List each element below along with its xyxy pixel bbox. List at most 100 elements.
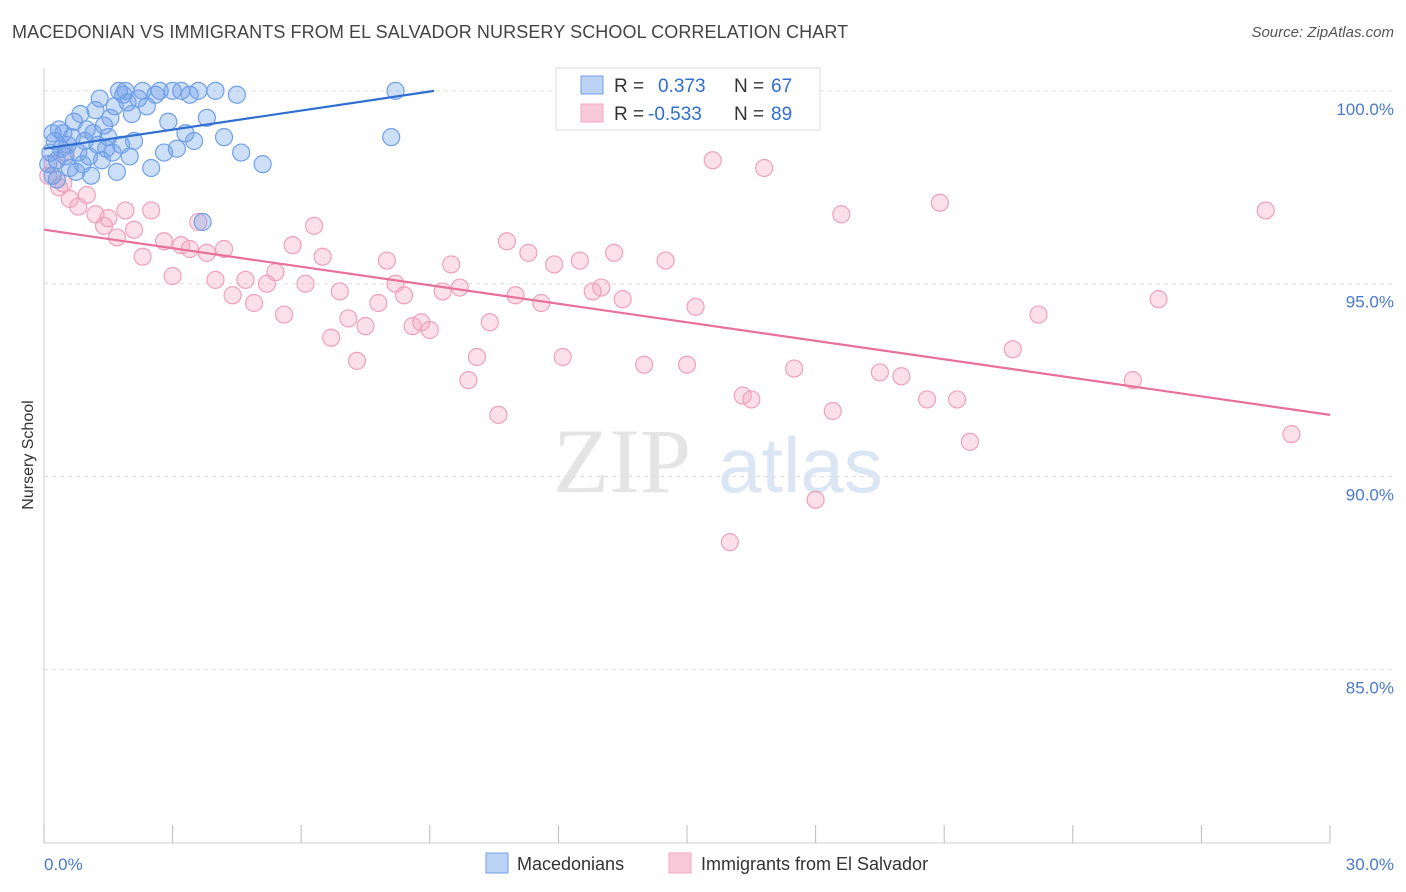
macedonians-point bbox=[214, 128, 234, 147]
macedonians-point bbox=[193, 212, 212, 232]
legend-r-label-2: R = bbox=[614, 104, 644, 125]
el-salvador-point bbox=[236, 270, 255, 289]
y-tick-label: 90.0% bbox=[1346, 486, 1394, 505]
macedonians-point bbox=[206, 81, 225, 100]
legend-swatch-pink bbox=[580, 103, 604, 123]
chart-title: MACEDONIAN VS IMMIGRANTS FROM EL SALVADO… bbox=[12, 22, 849, 42]
el-salvador-point bbox=[960, 432, 980, 451]
el-salvador-point bbox=[304, 216, 324, 235]
bottom-legend-swatch-pink bbox=[668, 852, 692, 874]
blue-points bbox=[39, 81, 405, 232]
el-salvador-point bbox=[377, 251, 397, 270]
x-tick-label-max: 30.0% bbox=[1346, 855, 1394, 874]
macedonians-point bbox=[150, 81, 169, 100]
grid-lines bbox=[44, 90, 1394, 670]
el-salvador-point bbox=[394, 286, 414, 305]
el-salvador-point bbox=[283, 236, 302, 255]
macedonians-point bbox=[82, 166, 101, 185]
bottom-legend: Macedonians Immigrants from El Salvador bbox=[485, 852, 928, 874]
el-salvador-point bbox=[545, 255, 564, 274]
el-salvador-point bbox=[77, 185, 96, 205]
el-salvador-point bbox=[720, 533, 739, 552]
macedonians-point bbox=[47, 170, 66, 189]
macedonians-point bbox=[382, 128, 401, 147]
el-salvador-point bbox=[124, 220, 144, 239]
macedonians-point bbox=[122, 104, 141, 124]
el-salvador-point bbox=[703, 151, 722, 170]
watermark-zip: ZIP bbox=[553, 410, 691, 512]
el-salvador-point bbox=[369, 293, 388, 313]
el-salvador-point bbox=[480, 313, 499, 332]
macedonians-point bbox=[101, 108, 120, 127]
macedonians-point bbox=[167, 139, 186, 158]
macedonians-point bbox=[189, 81, 208, 100]
el-salvador-point bbox=[635, 355, 654, 374]
el-salvador-point bbox=[870, 363, 890, 382]
macedonians-point bbox=[90, 89, 109, 108]
macedonians-point bbox=[184, 131, 204, 151]
el-salvador-point bbox=[163, 266, 182, 286]
macedonians-point bbox=[107, 162, 126, 181]
el-salvador-point bbox=[755, 158, 774, 178]
el-salvador-point bbox=[313, 247, 332, 266]
el-salvador-point bbox=[506, 286, 525, 305]
el-salvador-point bbox=[99, 209, 118, 228]
legend-box: R = 0.373 N = 67 R = -0.533 N = 89 bbox=[555, 67, 821, 131]
el-salvador-point bbox=[339, 309, 358, 328]
el-salvador-point bbox=[947, 390, 967, 409]
macedonians-point bbox=[227, 85, 246, 104]
macedonians-point bbox=[142, 158, 161, 178]
macedonians-point bbox=[39, 155, 58, 174]
legend-r-label-1: R = bbox=[614, 76, 644, 97]
el-salvador-point bbox=[266, 263, 285, 282]
el-salvador-point bbox=[356, 317, 375, 336]
macedonians-point bbox=[159, 112, 178, 131]
el-salvador-point bbox=[330, 282, 349, 301]
el-salvador-point bbox=[442, 255, 461, 274]
macedonians-point bbox=[71, 104, 90, 124]
macedonians-point bbox=[232, 143, 251, 162]
legend-n-label-1: N = bbox=[734, 76, 764, 97]
el-salvador-point bbox=[1256, 201, 1275, 220]
el-salvador-point bbox=[686, 297, 705, 316]
el-salvador-point bbox=[613, 290, 632, 309]
el-salvador-point bbox=[214, 239, 234, 259]
pink-points bbox=[39, 143, 1301, 552]
el-salvador-point bbox=[930, 193, 950, 212]
macedonians-point bbox=[54, 124, 73, 143]
el-salvador-point bbox=[244, 293, 264, 313]
el-salvador-point bbox=[459, 371, 478, 390]
el-salvador-point bbox=[806, 490, 825, 509]
el-salvador-point bbox=[497, 232, 517, 251]
el-salvador-point bbox=[189, 212, 208, 232]
el-salvador-point bbox=[677, 355, 697, 374]
legend-n-value-1: 67 bbox=[771, 76, 792, 97]
el-salvador-point bbox=[592, 278, 611, 297]
watermark-atlas: atlas bbox=[718, 421, 883, 509]
bottom-legend-swatch-blue bbox=[485, 852, 509, 874]
el-salvador-point bbox=[347, 351, 367, 370]
el-salvador-point bbox=[605, 243, 624, 262]
macedonians-point bbox=[180, 85, 199, 104]
el-salvador-point bbox=[489, 405, 508, 424]
legend-n-value-2: 89 bbox=[771, 104, 792, 125]
el-salvador-point bbox=[823, 401, 842, 421]
el-salvador-point bbox=[142, 201, 161, 220]
el-salvador-point bbox=[892, 367, 911, 386]
legend-swatch-blue bbox=[580, 75, 604, 95]
legend-r-value-1: 0.373 bbox=[658, 76, 706, 97]
macedonians-point bbox=[197, 108, 216, 127]
el-salvador-point bbox=[223, 286, 242, 305]
el-salvador-point bbox=[832, 205, 851, 224]
el-salvador-point bbox=[742, 390, 761, 409]
y-tick-label: 85.0% bbox=[1346, 678, 1394, 697]
el-salvador-point bbox=[296, 274, 315, 293]
el-salvador-point bbox=[785, 359, 804, 378]
el-salvador-point bbox=[403, 317, 422, 336]
y-tick-label: 100.0% bbox=[1336, 100, 1394, 119]
el-salvador-point bbox=[133, 247, 152, 266]
source-label: Source: ZipAtlas.com bbox=[1251, 24, 1394, 41]
el-salvador-point bbox=[274, 305, 294, 324]
legend-r-value-2: -0.533 bbox=[648, 104, 702, 125]
